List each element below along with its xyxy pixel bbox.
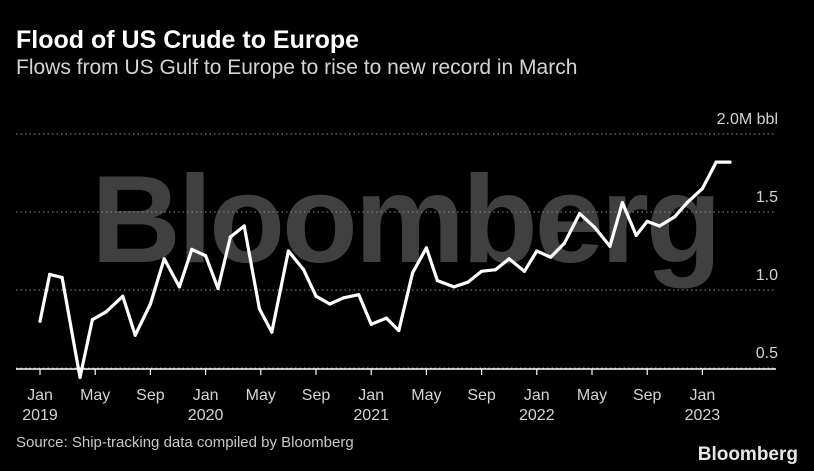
x-tick-year-label: 2023 [685,407,721,424]
data-point [522,269,527,273]
data-point [593,226,597,230]
data-point [549,255,553,259]
data-point [190,247,194,251]
data-point [104,310,108,314]
data-point [133,333,137,337]
data-point [384,316,388,320]
data-point [578,212,582,216]
data-point [60,275,64,280]
data-point [452,285,456,289]
x-tick-label: Jan [27,387,53,404]
data-point [162,257,166,261]
y-tick-label: 2.0M bbl [717,111,778,128]
y-tick-label: 1.5 [756,189,778,206]
data-point [121,294,125,298]
data-point [242,224,246,228]
data-point [411,271,415,275]
data-point [148,302,152,306]
data-point [38,319,42,323]
data-point [48,272,52,276]
data-point [228,235,232,239]
source-note: Source: Ship-tracking data compiled by B… [16,434,354,451]
x-tick-year-label: 2019 [22,407,58,424]
data-point [369,322,373,326]
x-tick-label: Jan [524,387,550,404]
data-point [507,257,511,261]
x-tick-label: May [80,387,110,404]
data-point [397,329,401,333]
chart-title: Flood of US Crude to Europe [16,26,360,54]
data-point [270,330,274,334]
x-tick-label: May [246,387,276,404]
x-tick-label: May [577,387,607,404]
y-tick-label: 0.5 [756,345,778,362]
data-point [78,375,82,379]
data-point [302,268,306,272]
data-point [480,269,484,273]
data-point [466,280,470,284]
chart-subtitle: Flows from US Gulf to Europe to rise to … [16,56,578,79]
data-point [634,233,638,237]
data-point [700,187,705,191]
data-point [216,286,220,290]
data-point [257,307,261,311]
x-axis: Jan 2019 May Sep Jan 2020 May Sep Jan 2021 May Sep J… [16,368,776,424]
data-point [357,293,361,297]
data-point [328,302,332,306]
data-point [286,249,290,253]
brand-logo: Bloomberg [697,444,798,465]
x-tick-label: Sep [302,387,331,404]
data-point [620,201,625,205]
data-point [493,268,497,272]
data-point [177,285,181,289]
data-point [608,244,612,248]
data-point [728,160,732,164]
data-point [685,201,689,205]
data-point [424,246,428,250]
series-layer [38,160,732,379]
x-tick-label: Sep [467,387,496,404]
x-tick-label: Sep [633,387,662,404]
x-tick-label: Jan [193,387,219,404]
x-tick-label: Jan [358,387,384,404]
data-point [435,279,439,283]
x-tick-label: Jan [690,387,716,404]
data-point [673,215,677,219]
data-point [645,219,649,223]
data-point [714,160,718,164]
data-point [90,318,94,322]
x-tick-year-label: 2020 [188,407,224,424]
data-point [314,294,318,298]
x-tick-year-label: 2021 [353,407,389,424]
data-point [342,296,346,300]
data-point [658,224,662,228]
y-tick-label: 1.0 [756,267,778,284]
x-tick-year-label: 2022 [519,407,555,424]
x-tick-label: May [411,387,441,404]
data-point [535,249,539,253]
grid-layer: 2.0M bbl 1.5 1.0 0.5 [16,111,778,369]
data-point [562,241,567,245]
data-point [204,254,208,258]
x-tick-label: Sep [136,387,165,404]
